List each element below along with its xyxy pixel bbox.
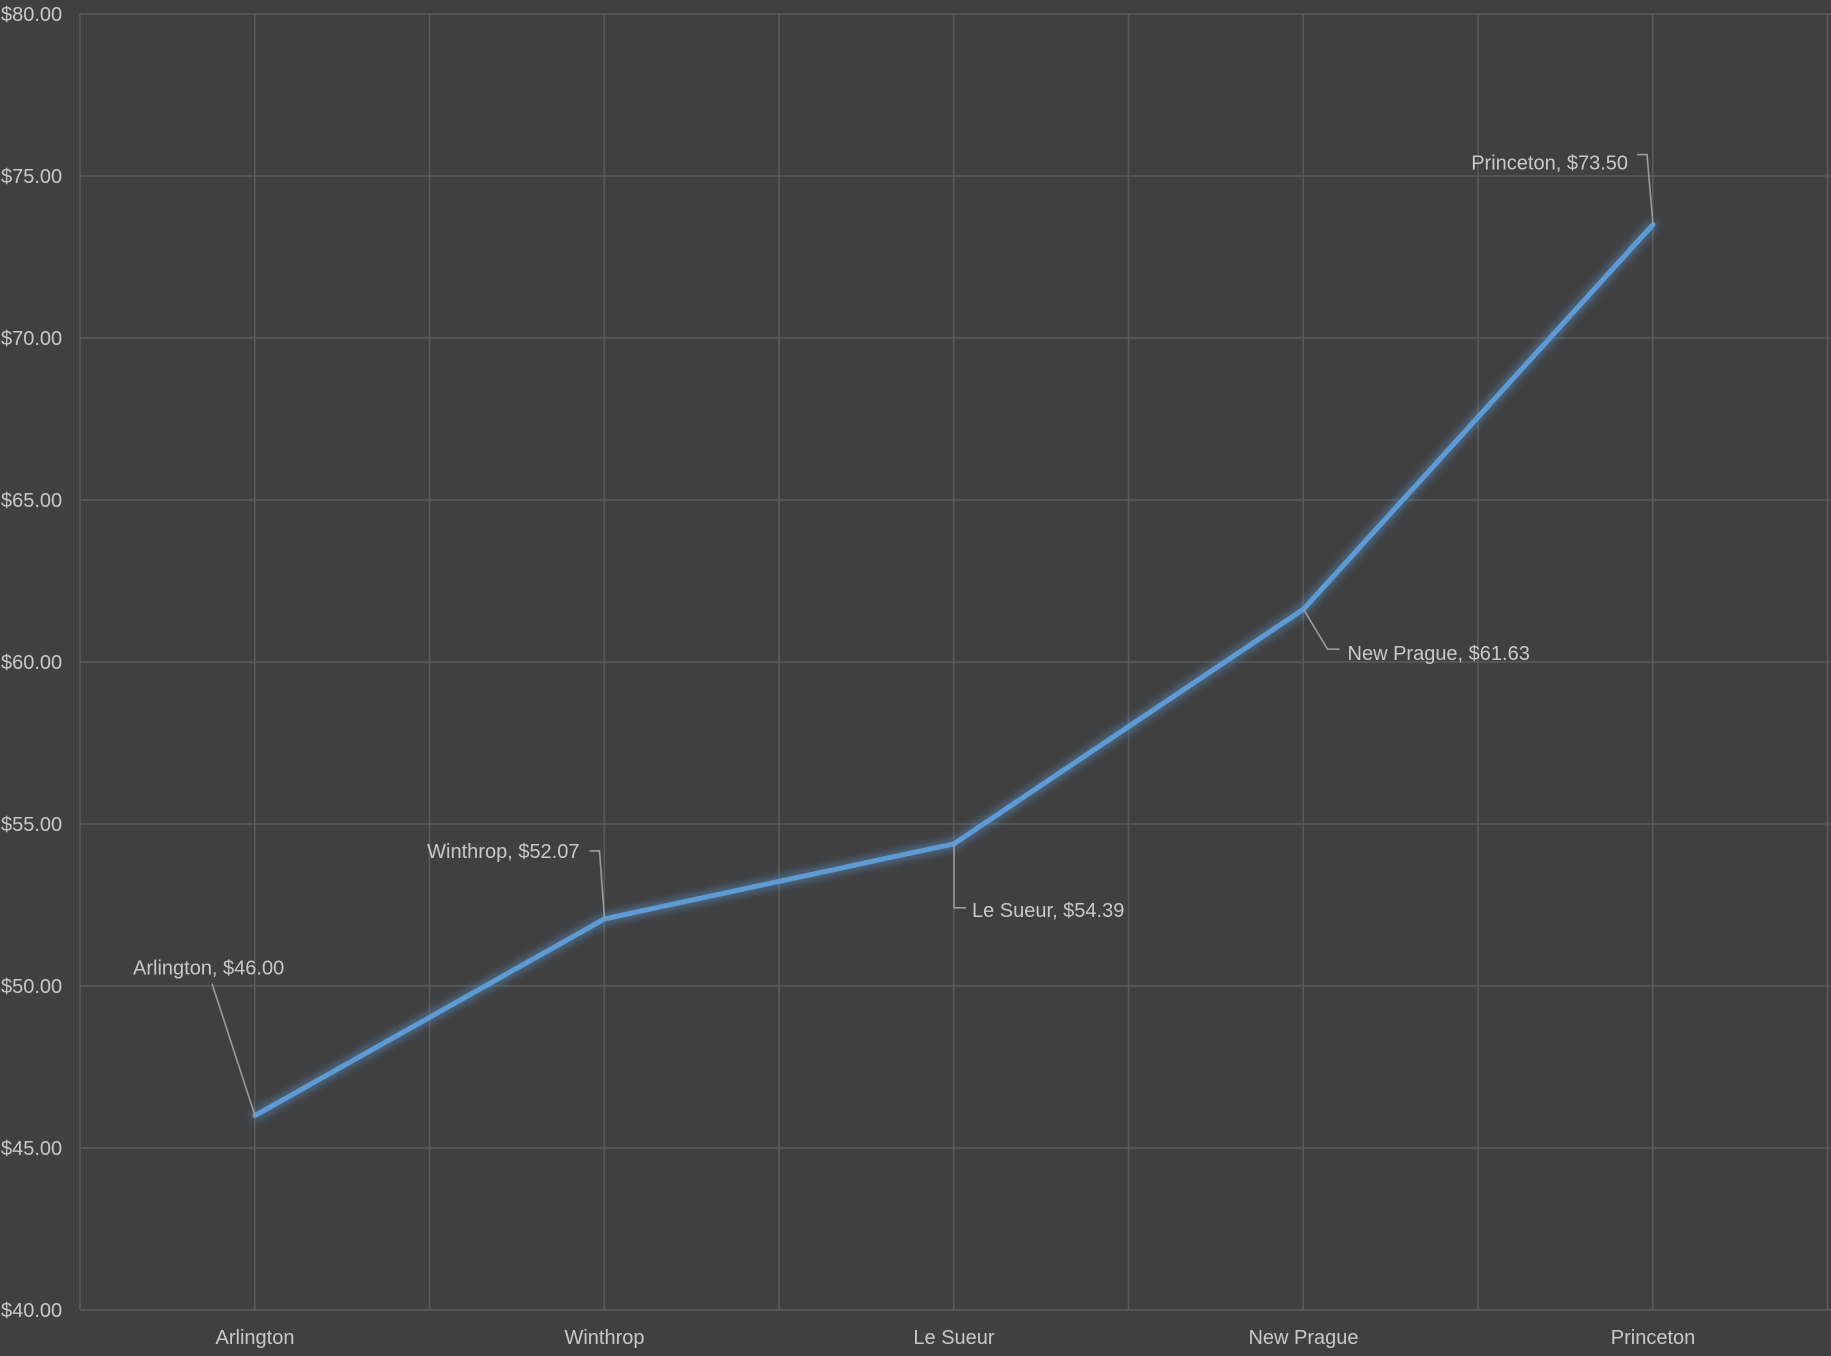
data-label: New Prague, $61.63	[1348, 643, 1530, 665]
data-label-leader	[953, 843, 966, 909]
data-label-leader	[1637, 153, 1654, 225]
x-category-label: Winthrop	[564, 1327, 644, 1349]
y-tick-label: $50.00	[1, 976, 62, 998]
data-label: Arlington, $46.00	[133, 958, 284, 980]
x-category-label: Princeton	[1611, 1327, 1696, 1349]
x-axis-category-labels: Arlington Winthrop Le Sueur New Prague Princ…	[216, 1327, 1696, 1349]
data-label-leader	[589, 850, 606, 919]
x-category-label: Le Sueur	[913, 1327, 995, 1349]
data-label: Princeton, $73.50	[1471, 153, 1628, 175]
y-tick-label: $60.00	[1, 652, 62, 674]
data-label-leader	[1302, 608, 1340, 650]
data-labels: Arlington, $46.00 Winthrop, $52.07 Le Sueu…	[133, 153, 1654, 1116]
data-label: Winthrop, $52.07	[427, 841, 579, 863]
y-tick-label: $80.00	[1, 4, 62, 26]
y-tick-label: $75.00	[1, 166, 62, 188]
gridlines	[79, 13, 1831, 1311]
data-label-leader	[211, 983, 256, 1116]
y-tick-label: $45.00	[1, 1138, 62, 1160]
y-axis-tick-labels: $40.00 $45.00 $50.00 $55.00 $60.00 $65.00 $70.…	[1, 4, 62, 1322]
y-tick-label: $70.00	[1, 328, 62, 350]
data-label: Le Sueur, $54.39	[972, 900, 1124, 922]
x-category-label: New Prague	[1248, 1327, 1358, 1349]
y-tick-label: $55.00	[1, 814, 62, 836]
y-tick-label: $40.00	[1, 1300, 62, 1322]
y-tick-label: $65.00	[1, 490, 62, 512]
x-category-label: Arlington	[216, 1327, 295, 1349]
